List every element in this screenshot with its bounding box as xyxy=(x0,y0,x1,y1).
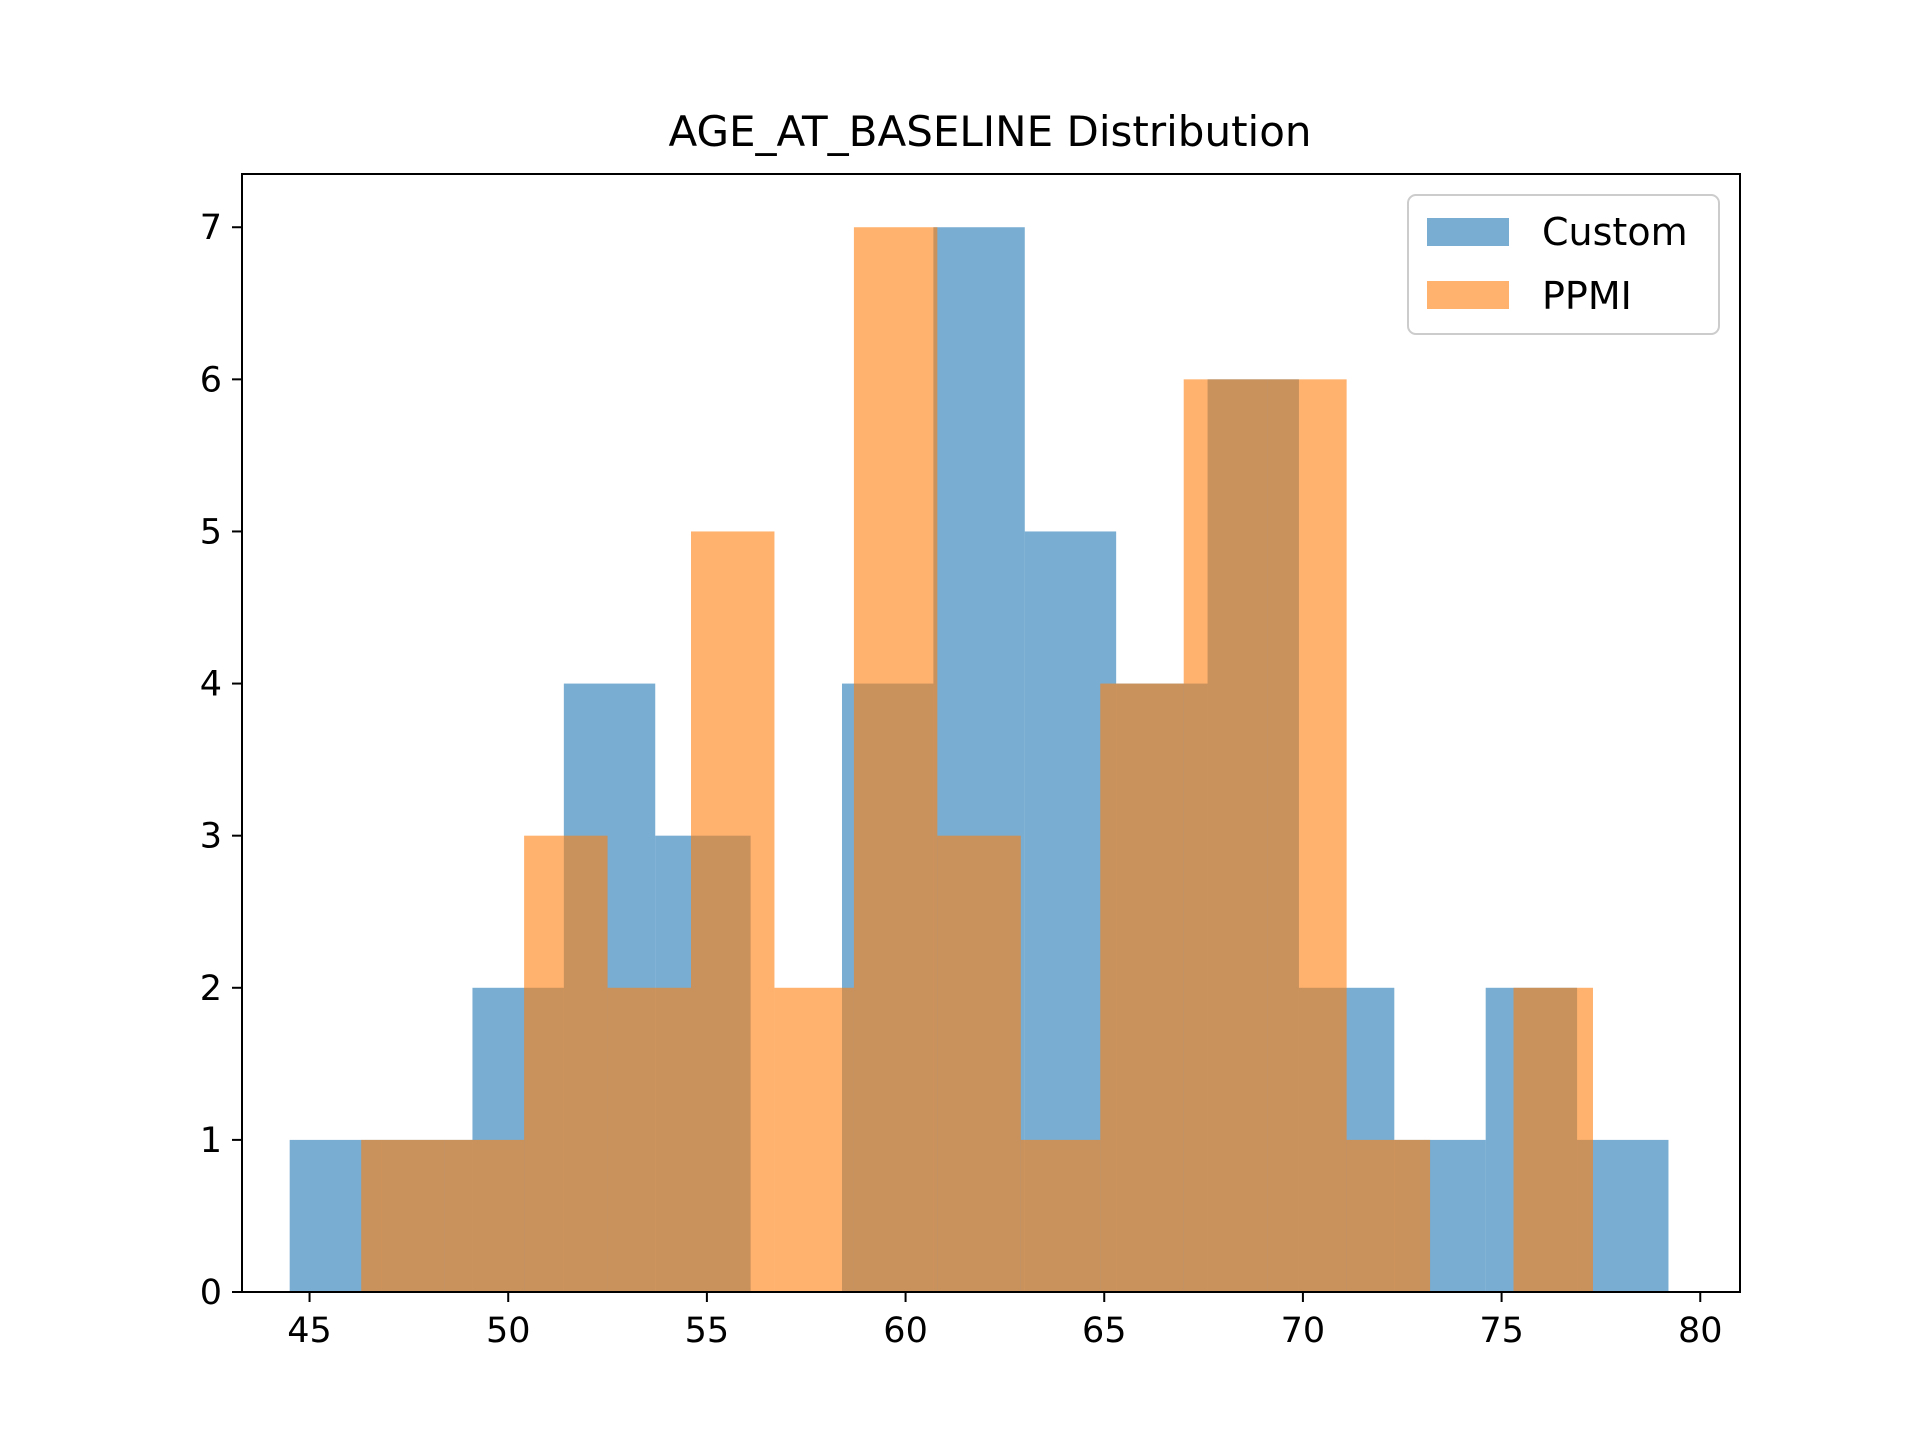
y-tick-label-1: 1 xyxy=(200,1121,222,1161)
y-tick-label-7: 7 xyxy=(200,208,222,248)
bar-ppmi-3 xyxy=(607,987,692,1292)
bar-ppmi-11 xyxy=(1267,379,1347,1292)
legend-swatch-custom xyxy=(1427,218,1509,246)
bar-ppmi-6 xyxy=(853,227,938,1293)
y-tick-label-3: 3 xyxy=(200,817,222,857)
x-tick-label-7: 80 xyxy=(1678,1311,1723,1351)
bar-ppmi-2 xyxy=(524,835,608,1292)
chart-title: AGE_AT_BASELINE Distribution xyxy=(668,107,1311,156)
bar-ppmi-0 xyxy=(361,1139,445,1292)
y-axis-ticks: 0 1 2 3 4 5 6 7 xyxy=(200,208,242,1313)
x-tick-label-0: 45 xyxy=(287,1311,332,1351)
legend-label-custom: Custom xyxy=(1542,210,1688,254)
x-tick-label-3: 60 xyxy=(883,1311,928,1351)
bar-ppmi-5 xyxy=(774,987,854,1292)
bar-ppmi-4 xyxy=(691,531,775,1292)
y-tick-label-0: 0 xyxy=(200,1273,222,1313)
y-tick-label-2: 2 xyxy=(200,969,222,1009)
bar-ppmi-12 xyxy=(1346,1139,1431,1292)
legend: Custom PPMI xyxy=(1407,194,1720,335)
bar-ppmi-8 xyxy=(1020,1139,1101,1292)
plot-frame xyxy=(241,173,1741,1293)
bars-layer xyxy=(289,227,1669,1293)
x-tick-label-4: 65 xyxy=(1082,1311,1127,1351)
y-tick-label-6: 6 xyxy=(200,360,222,400)
legend-swatch-ppmi xyxy=(1427,281,1509,309)
bar-ppmi-7 xyxy=(937,835,1021,1292)
y-tick-label-5: 5 xyxy=(200,512,222,552)
x-tick-label-6: 75 xyxy=(1479,1311,1524,1351)
bar-ppmi-14 xyxy=(1513,987,1593,1292)
bar-ppmi-9 xyxy=(1100,683,1184,1292)
bar-ppmi-10 xyxy=(1183,379,1268,1292)
bar-ppmi-1 xyxy=(444,1139,525,1292)
y-tick-label-4: 4 xyxy=(200,665,222,705)
x-tick-label-5: 70 xyxy=(1281,1311,1326,1351)
x-tick-label-1: 50 xyxy=(486,1311,531,1351)
legend-label-ppmi: PPMI xyxy=(1542,274,1632,318)
x-axis-ticks: 45 50 55 60 65 70 75 80 xyxy=(287,1292,1723,1351)
x-tick-label-2: 55 xyxy=(685,1311,730,1351)
